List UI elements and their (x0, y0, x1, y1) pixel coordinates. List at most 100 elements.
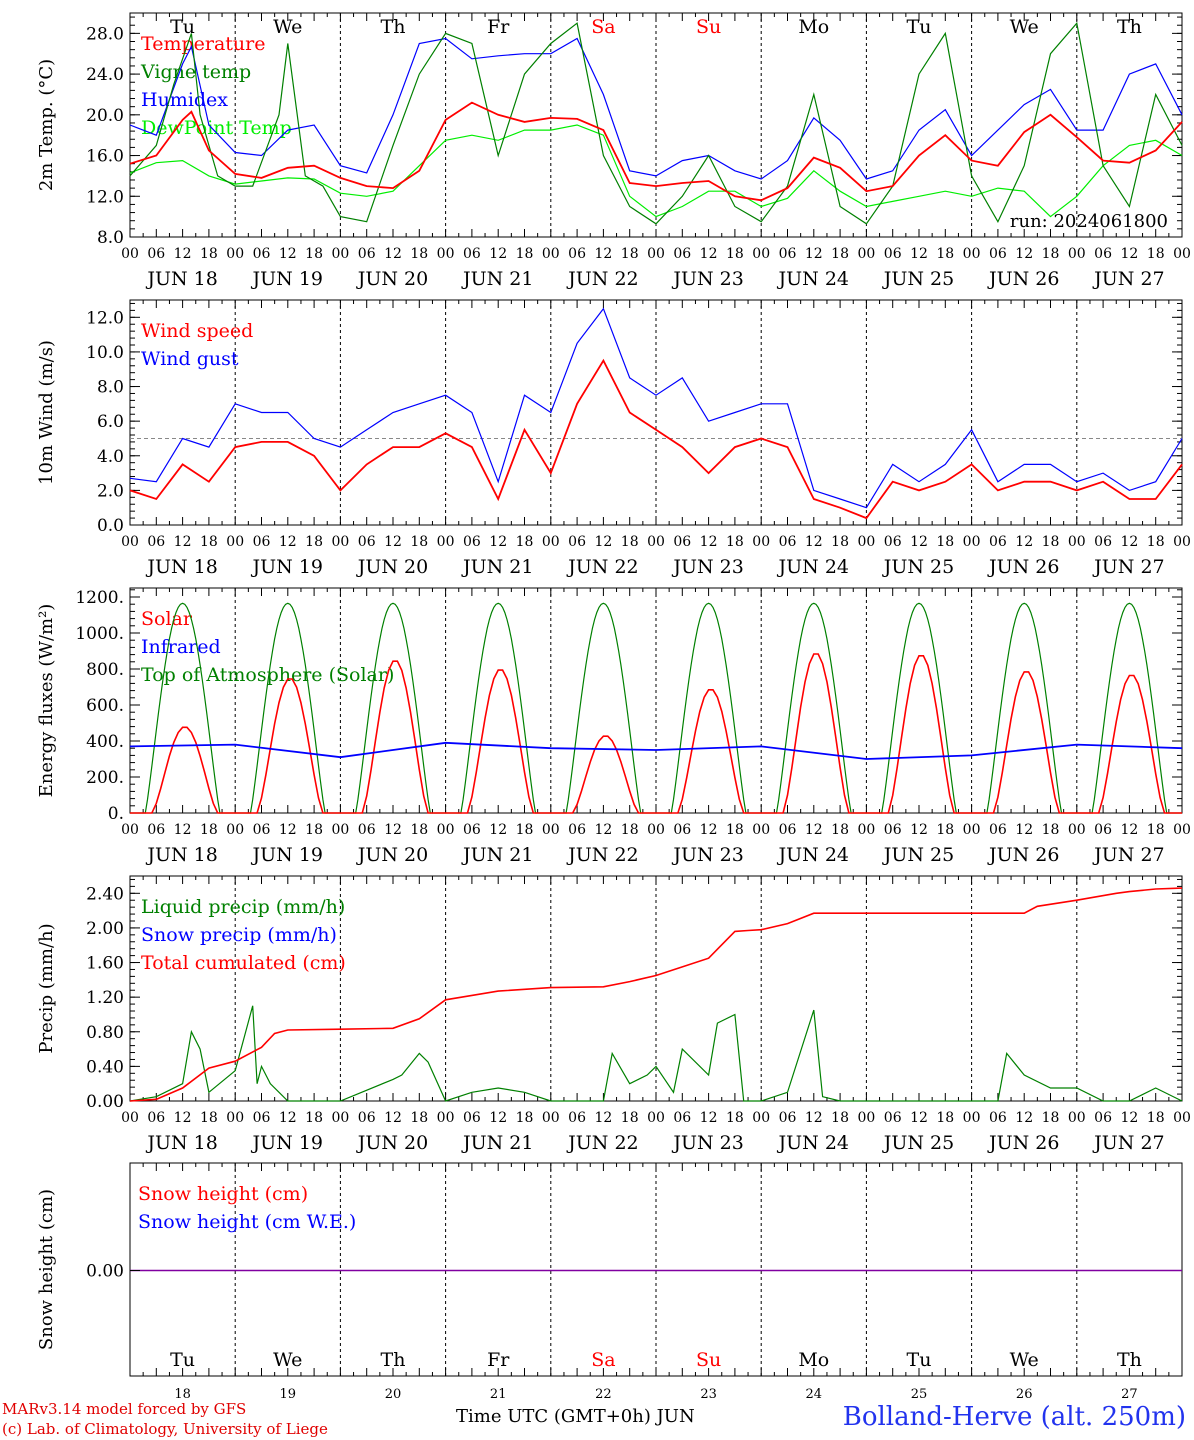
hour-label: 00 (647, 822, 665, 838)
hour-label: 06 (1094, 534, 1112, 550)
date-label: JUN 25 (882, 556, 954, 578)
day-name-bottom: Sa (591, 1349, 615, 1371)
date-label: JUN 21 (461, 844, 533, 866)
hour-label: 00 (752, 534, 770, 550)
hour-label: 06 (673, 1110, 691, 1126)
date-label: JUN 18 (145, 268, 217, 290)
day-name: Mo (798, 16, 829, 38)
hour-label: 00 (331, 534, 349, 550)
hour-label: 06 (358, 822, 376, 838)
day-name: We (273, 16, 302, 38)
hour-label: 18 (831, 534, 849, 550)
hour-label: 00 (226, 246, 244, 262)
date-label: JUN 24 (777, 556, 849, 578)
hour-label: 06 (147, 822, 165, 838)
hour-label: 18 (1147, 1110, 1165, 1126)
hour-label: 06 (463, 534, 481, 550)
hour-label: 18 (936, 246, 954, 262)
hour-label: 00 (437, 1110, 455, 1126)
hour-label: 00 (226, 1110, 244, 1126)
hour-label: 06 (358, 246, 376, 262)
hour-label: 00 (857, 822, 875, 838)
day-name-bottom: Th (1117, 1349, 1142, 1371)
day-name: Tu (907, 16, 932, 38)
series-line-liquid-precip-mm-h- (129, 1005, 1183, 1102)
date-label: JUN 27 (1092, 844, 1164, 866)
date-label: JUN 21 (461, 1132, 533, 1154)
date-label: JUN 20 (356, 268, 428, 290)
date-label: JUN 27 (1092, 268, 1164, 290)
y-tick-label: 0.00 (86, 1262, 124, 1282)
date-label: JUN 25 (882, 268, 954, 290)
hour-label: 00 (542, 1110, 560, 1126)
hour-label: 06 (463, 246, 481, 262)
date-label: JUN 19 (251, 844, 323, 866)
hour-label: 18 (410, 246, 428, 262)
hour-label: 06 (884, 1110, 902, 1126)
hour-label: 18 (516, 822, 534, 838)
legend-entry: Snow height (cm W.E.) (138, 1211, 356, 1233)
y-tick-label: 2.40 (86, 884, 124, 904)
hour-label: 18 (410, 534, 428, 550)
date-label: JUN 18 (145, 844, 217, 866)
legend-entry: Wind gust (141, 348, 239, 370)
hour-label: 06 (989, 822, 1007, 838)
panel-frame (129, 587, 1183, 814)
hour-label: 12 (489, 534, 507, 550)
hour-label: 18 (516, 534, 534, 550)
series-line-dewpoint-temp (129, 124, 1183, 218)
legend-entry: Infrared (141, 636, 221, 658)
hour-label: 18 (726, 246, 744, 262)
day-name: Fr (487, 16, 510, 38)
date-label: JUN 19 (251, 268, 323, 290)
hour-label: 18 (410, 822, 428, 838)
hour-label: 06 (253, 822, 271, 838)
hour-label: 18 (621, 1110, 639, 1126)
hour-label: 06 (989, 1110, 1007, 1126)
y-tick-label: 1200. (75, 588, 124, 608)
hour-label: 06 (673, 822, 691, 838)
day-name: We (1010, 16, 1039, 38)
hour-label: 00 (647, 246, 665, 262)
hour-label: 12 (594, 534, 612, 550)
hour-label: 00 (1173, 1110, 1191, 1126)
date-label: JUN 27 (1092, 1132, 1164, 1154)
hour-label: 06 (147, 534, 165, 550)
day-number: 23 (700, 1387, 717, 1402)
hour-label: 06 (147, 246, 165, 262)
hour-label: 18 (305, 246, 323, 262)
day-number: 21 (490, 1387, 507, 1402)
hour-label: 18 (200, 822, 218, 838)
hour-label: 06 (779, 822, 797, 838)
hour-label: 06 (779, 1110, 797, 1126)
day-number: 27 (1121, 1387, 1138, 1402)
hour-label: 12 (805, 246, 823, 262)
hour-label: 18 (621, 534, 639, 550)
hour-label: 18 (1147, 534, 1165, 550)
hour-label: 06 (884, 246, 902, 262)
lab-credit: (c) Lab. of Climatology, University of L… (2, 1420, 328, 1438)
hour-label: 00 (857, 1110, 875, 1126)
hour-label: 00 (1068, 246, 1086, 262)
day-name: Th (1117, 16, 1142, 38)
series-line-total-cumulated-cm- (129, 887, 1183, 1102)
day-number: 24 (806, 1387, 823, 1402)
series-line-wind-gust (129, 307, 1183, 509)
hour-label: 12 (174, 822, 192, 838)
day-name-bottom: We (273, 1349, 302, 1371)
hour-label: 12 (594, 246, 612, 262)
hour-label: 12 (805, 822, 823, 838)
day-name-bottom: Th (381, 1349, 406, 1371)
hour-label: 00 (1068, 1110, 1086, 1126)
y-tick-label: 2.0 (97, 481, 124, 501)
hour-label: 12 (910, 534, 928, 550)
date-label: JUN 24 (777, 268, 849, 290)
date-label: JUN 20 (356, 556, 428, 578)
hour-label: 00 (857, 246, 875, 262)
hour-label: 12 (279, 246, 297, 262)
legend-entry: Snow height (cm) (138, 1183, 308, 1205)
hour-label: 12 (174, 1110, 192, 1126)
y-tick-label: 1000. (75, 624, 124, 644)
hour-label: 18 (621, 246, 639, 262)
